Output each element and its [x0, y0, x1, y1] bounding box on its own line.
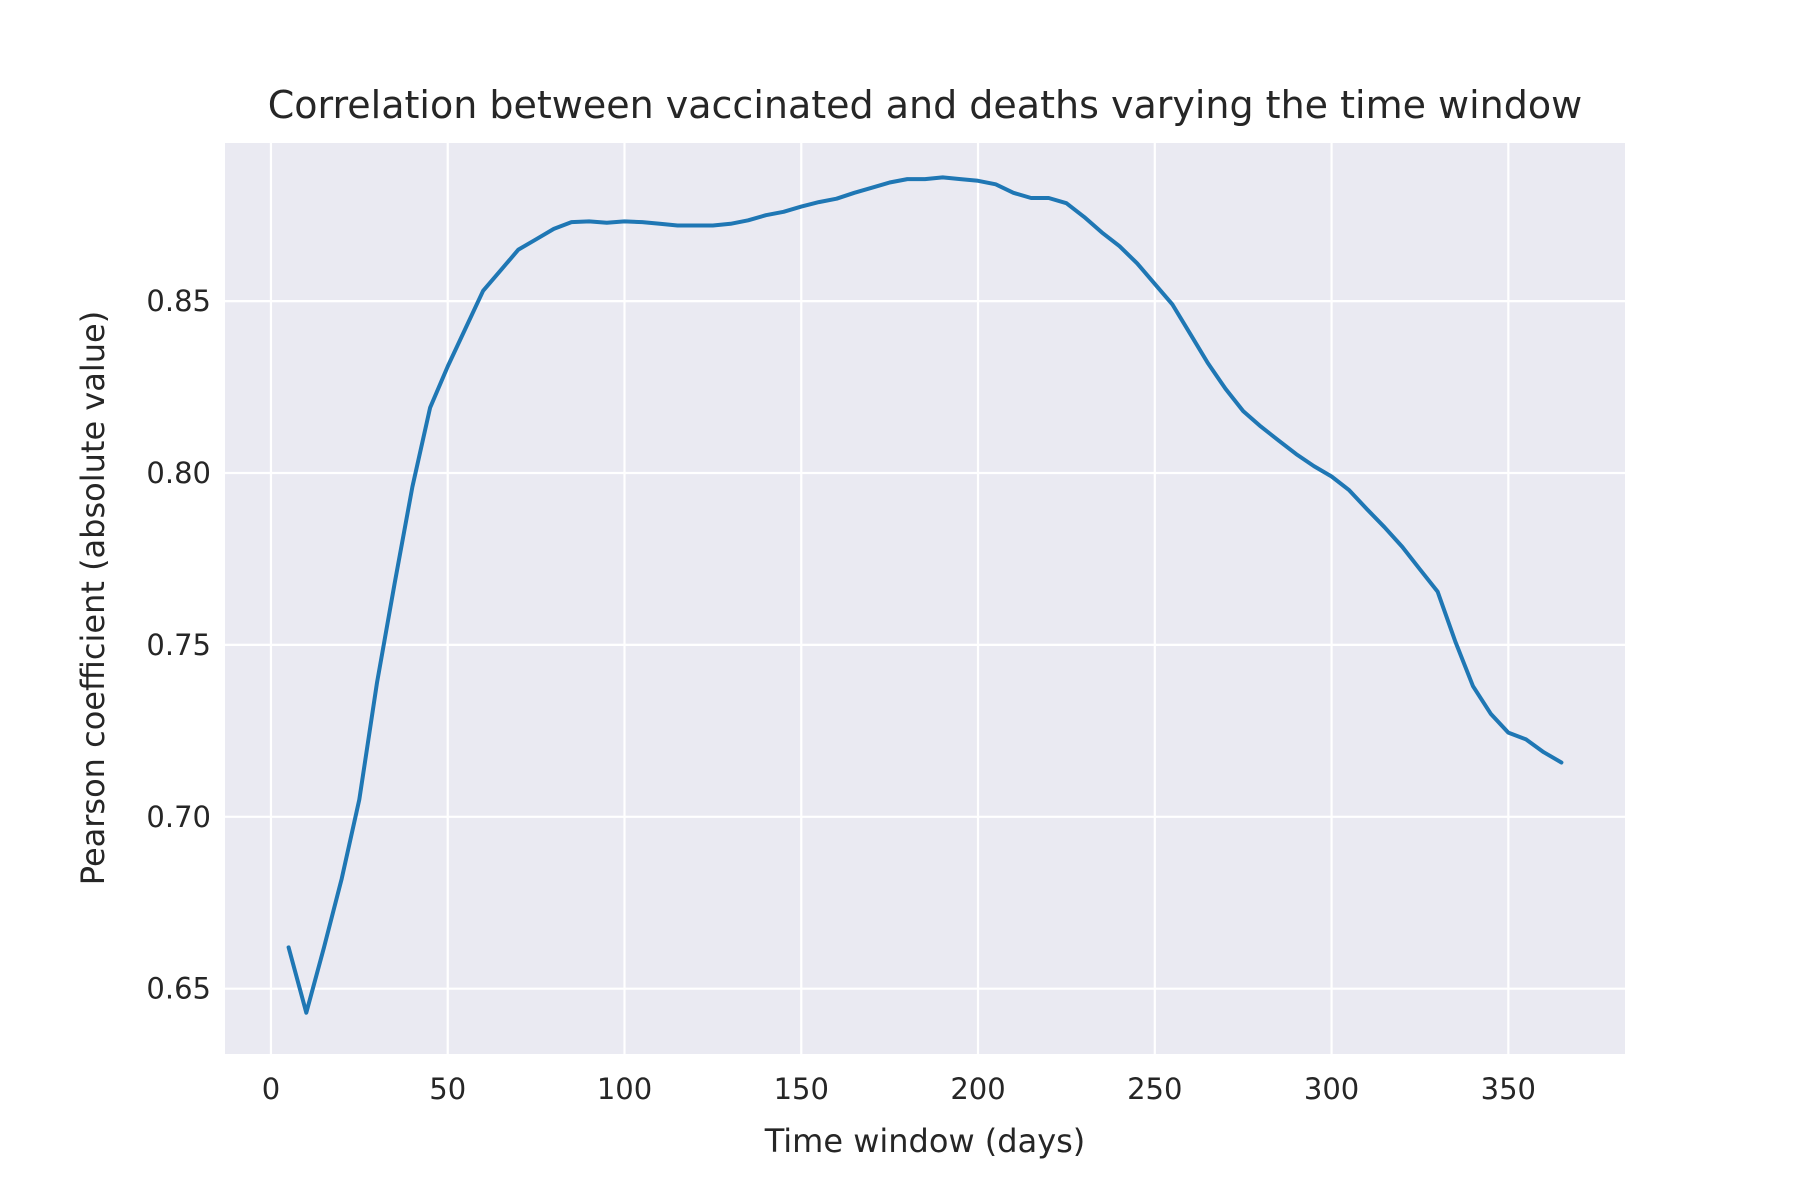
x-tick-label: 300 [1304, 1072, 1359, 1106]
y-tick-labels: 0.65 0.70 0.75 0.80 0.85 [146, 284, 211, 1006]
y-tick-label: 0.65 [146, 972, 211, 1006]
x-axis-label: Time window (days) [764, 1122, 1086, 1160]
x-tick-label: 100 [597, 1072, 652, 1106]
x-tick-label: 150 [774, 1072, 829, 1106]
chart-title: Correlation between vaccinated and death… [268, 83, 1582, 127]
y-tick-label: 0.85 [146, 284, 211, 318]
y-tick-label: 0.70 [146, 800, 211, 834]
y-tick-label: 0.80 [146, 456, 211, 490]
x-tick-label: 250 [1127, 1072, 1182, 1106]
y-gridlines [225, 300, 1625, 990]
x-tick-labels: 0 50 100 150 200 250 300 350 [262, 1072, 1536, 1106]
x-tick-label: 350 [1481, 1072, 1536, 1106]
series-layer [286, 175, 1564, 1015]
x-tick-label: 200 [950, 1072, 1005, 1106]
y-tick-label: 0.75 [146, 628, 211, 662]
x-gridlines [269, 143, 1510, 1054]
y-axis-label: Pearson coefficient (absolute value) [74, 311, 112, 885]
x-tick-label: 0 [262, 1072, 280, 1106]
plot-background [225, 143, 1625, 1054]
series-line [286, 175, 1564, 1015]
x-tick-label: 50 [429, 1072, 466, 1106]
